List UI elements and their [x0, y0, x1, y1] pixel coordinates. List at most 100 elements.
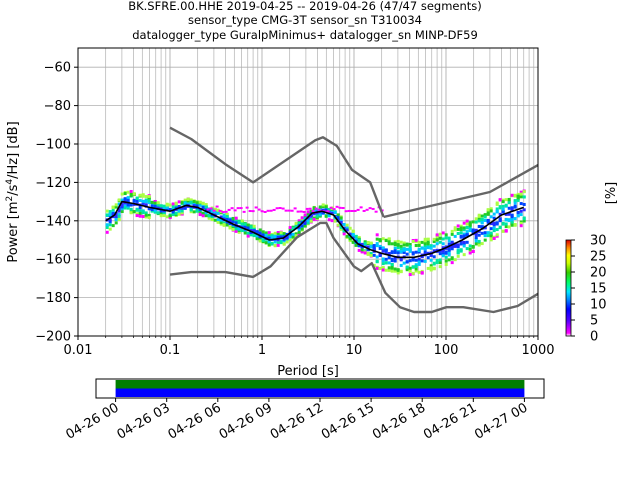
density-cell: [294, 224, 298, 228]
timeline-bands: [115, 380, 525, 397]
density-cell: [438, 232, 442, 236]
colorbar-tick-label: 10: [590, 298, 607, 313]
density-cell: [213, 218, 217, 222]
density-cell: [456, 243, 460, 247]
density-cell: [414, 267, 418, 271]
density-cell: [495, 202, 499, 206]
density-cell: [387, 256, 391, 260]
density-outlier: [272, 208, 276, 211]
density-outlier: [359, 206, 363, 209]
density-cell: [144, 213, 148, 217]
density-cell: [381, 246, 385, 250]
density-cell: [477, 224, 481, 228]
density-cell: [330, 211, 334, 215]
density-cell: [495, 209, 499, 213]
density-cell: [384, 252, 388, 256]
density-cell: [300, 216, 304, 220]
density-cell: [513, 205, 517, 209]
density-cell: [375, 266, 379, 270]
timeline-band: [115, 380, 525, 389]
density-cell: [498, 212, 502, 216]
density-cell: [390, 250, 394, 254]
colorbar-tick-label: 15: [590, 282, 607, 297]
density-outlier: [209, 207, 213, 210]
density-cell: [369, 241, 373, 245]
density-cell: [300, 225, 304, 229]
density-cell: [354, 236, 358, 240]
density-cell: [117, 218, 121, 222]
density-cell: [246, 234, 250, 238]
density-cell: [324, 214, 328, 218]
density-cell: [393, 267, 397, 271]
ylabel-sup-1: 2: [5, 196, 15, 202]
density-cell: [204, 211, 208, 215]
density-cell: [501, 229, 505, 233]
density-cell: [108, 220, 112, 224]
figure-title: BK.SFRE.00.HHE 2019-04-25 -- 2019-04-26 …: [128, 0, 482, 42]
density-outlier: [362, 209, 366, 212]
density-cell: [453, 244, 457, 248]
density-outlier: [353, 209, 357, 212]
density-cell: [237, 230, 241, 234]
density-cell: [483, 234, 487, 238]
density-cell: [318, 205, 322, 209]
density-cell: [312, 206, 316, 210]
density-cell: [468, 223, 472, 227]
density-cell: [288, 228, 292, 232]
density-cell: [234, 227, 238, 231]
density-cell: [456, 224, 460, 228]
density-cell: [105, 223, 109, 227]
density-cell: [108, 210, 112, 214]
density-cell: [417, 262, 421, 266]
density-outlier: [245, 206, 249, 209]
density-cell: [426, 237, 430, 241]
density-cell: [474, 237, 478, 241]
density-cell: [306, 212, 310, 216]
density-cell: [480, 214, 484, 218]
density-cell: [384, 239, 388, 243]
density-cell: [228, 226, 232, 230]
density-cell: [150, 204, 154, 208]
density-cell: [357, 238, 361, 242]
density-cell: [444, 250, 448, 254]
density-cell: [120, 204, 124, 208]
density-cell: [492, 226, 496, 230]
colorbar-tick-label: 0: [590, 330, 598, 345]
timeline-tick-label: 04-26 15: [319, 400, 377, 442]
density-cell: [507, 201, 511, 205]
density-cell: [216, 218, 220, 222]
density-cell: [510, 206, 514, 210]
density-cell: [486, 234, 490, 238]
density-cell: [426, 242, 430, 246]
density-outlier: [356, 208, 360, 211]
density-cell: [393, 259, 397, 263]
density-cell: [303, 213, 307, 217]
density-cell: [408, 273, 412, 277]
density-cell: [402, 241, 406, 245]
density-cell: [369, 254, 373, 258]
y-tick-label: −100: [35, 138, 71, 153]
density-cell: [519, 213, 523, 217]
density-cell: [267, 243, 271, 247]
density-cell: [393, 250, 397, 254]
density-cell: [459, 249, 463, 253]
y-axis-ticks: −200 −180 −160 −140 −120 −100 −80 −60: [35, 61, 78, 345]
density-cell: [417, 260, 421, 264]
density-cell: [429, 266, 433, 270]
density-cell: [465, 233, 469, 237]
density-cell: [465, 247, 469, 251]
density-cell: [468, 229, 472, 233]
density-cell: [336, 215, 340, 219]
density-cell: [408, 259, 412, 263]
density-cell: [510, 193, 514, 197]
title-line-1: BK.SFRE.00.HHE 2019-04-25 -- 2019-04-26 …: [128, 0, 482, 13]
ylabel-part-2: /s: [6, 184, 21, 195]
density-cell: [354, 234, 358, 238]
density-cell: [444, 233, 448, 237]
density-cell: [351, 233, 355, 237]
curve-noise-model-upper-long: [383, 164, 539, 219]
density-cell: [177, 200, 181, 204]
density-cell: [456, 231, 460, 235]
density-cell: [408, 269, 412, 273]
density-cell: [420, 246, 424, 250]
